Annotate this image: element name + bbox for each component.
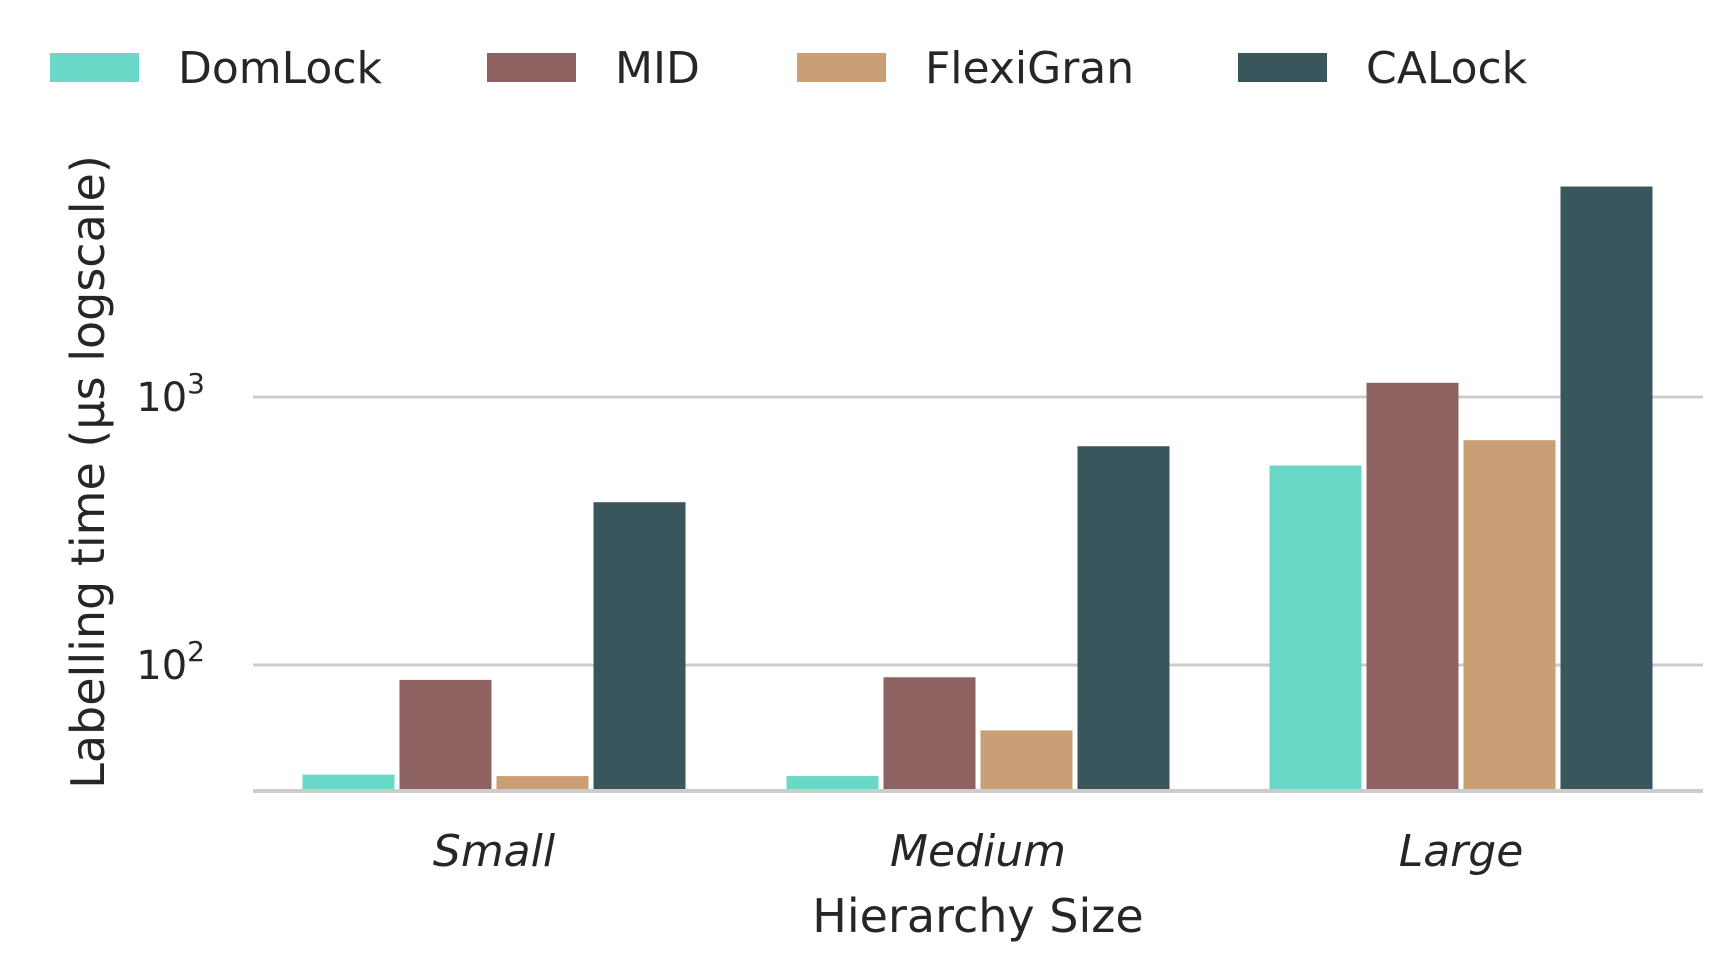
bar-domlock-small xyxy=(302,774,395,791)
legend-label-flexigran: FlexiGran xyxy=(925,43,1134,94)
y-axis-label: Labelling time (μs logscale) xyxy=(61,155,115,789)
legend-swatch-flexigran xyxy=(797,53,886,82)
bar-flexigran-large xyxy=(1463,440,1556,791)
legend-swatch-domlock xyxy=(50,53,139,82)
y-tick-exponent: 3 xyxy=(187,367,205,400)
bar-flexigran-medium xyxy=(980,730,1073,791)
bar-mid-small xyxy=(399,679,492,791)
x-tick-labels: Small Medium Large xyxy=(433,826,1523,877)
y-tick-label: 102 xyxy=(136,635,205,689)
y-tick-labels: 102 103 xyxy=(136,367,205,689)
x-axis-label: Hierarchy Size xyxy=(812,889,1143,943)
legend-label-calock: CALock xyxy=(1366,43,1528,94)
bar-domlock-medium xyxy=(786,776,879,791)
bar-flexigran-small xyxy=(496,776,589,791)
x-tick-label: Large xyxy=(1399,826,1524,877)
bars xyxy=(302,186,1653,791)
y-tick-label: 103 xyxy=(136,367,205,421)
bar-calock-medium xyxy=(1077,446,1170,791)
x-tick-label: Medium xyxy=(890,826,1066,877)
legend-swatch-mid xyxy=(487,53,576,82)
bar-calock-large xyxy=(1560,186,1653,791)
y-tick-exponent: 2 xyxy=(187,635,205,668)
grid-lines xyxy=(253,395,1703,667)
legend-label-domlock: DomLock xyxy=(178,43,383,94)
bar-mid-medium xyxy=(883,677,976,791)
legend-label-mid: MID xyxy=(615,43,700,94)
x-tick-label: Small xyxy=(433,826,556,877)
legend-swatch-calock xyxy=(1238,53,1327,82)
bar-domlock-large xyxy=(1269,465,1362,791)
bar-mid-large xyxy=(1366,382,1459,791)
bar-calock-small xyxy=(593,502,686,791)
legend: DomLock MID FlexiGran CALock xyxy=(50,43,1528,94)
